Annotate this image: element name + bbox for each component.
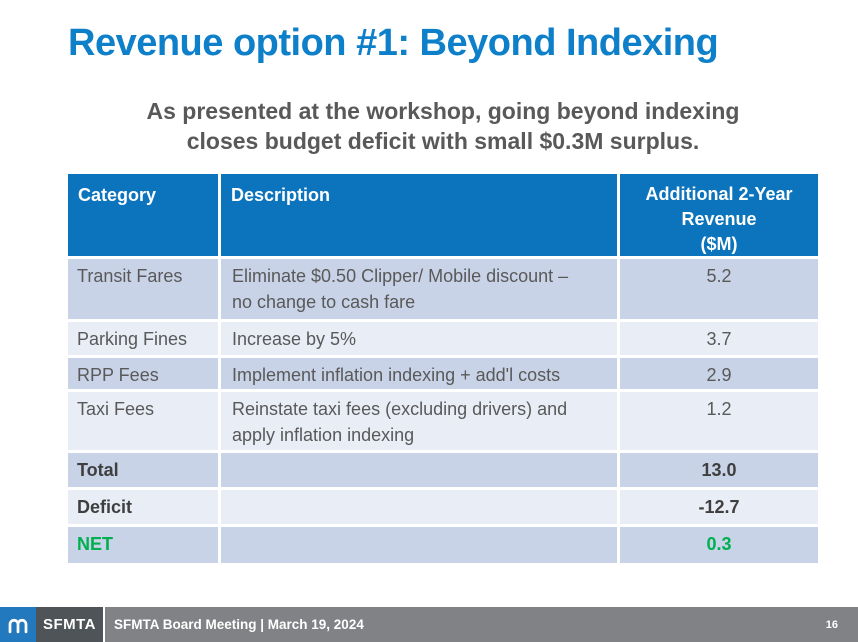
footer-brand-label: SFMTA [36, 607, 103, 642]
table-cell-value: 13.0 [620, 453, 818, 487]
column-header-description: Description [221, 174, 617, 256]
page-number: 16 [825, 618, 838, 631]
table-cell-category: RPP Fees [68, 358, 218, 389]
table-cell-category: NET [68, 527, 218, 563]
page-title: Revenue option #1: Beyond Indexing [68, 22, 719, 64]
table-cell-description: Eliminate $0.50 Clipper/ Mobile discount… [221, 259, 617, 319]
table-cell-category: Parking Fines [68, 322, 218, 355]
table-cell-category: Taxi Fees [68, 392, 218, 450]
table-cell-category: Transit Fares [68, 259, 218, 319]
revenue-table: Category Description Additional 2-Year R… [68, 174, 818, 563]
column-header-category: Category [68, 174, 218, 256]
table-cell-description [221, 527, 617, 563]
table-cell-description [221, 490, 617, 524]
table-cell-description: Increase by 5% [221, 322, 617, 355]
table-cell-description [221, 453, 617, 487]
table-cell-category: Deficit [68, 490, 218, 524]
footer-divider [103, 607, 105, 642]
subtitle-line-1: As presented at the workshop, going beyo… [146, 98, 740, 124]
table-cell-value: 1.2 [620, 392, 818, 450]
footer-caption: SFMTA Board Meeting | March 19, 2024 16 [105, 607, 858, 642]
table-cell-value: 3.7 [620, 322, 818, 355]
footer-caption-text: SFMTA Board Meeting | March 19, 2024 [114, 617, 364, 632]
table-cell-value: -12.7 [620, 490, 818, 524]
subtitle-line-2: closes budget deficit with small $0.3M s… [186, 128, 700, 154]
table-cell-description: Implement inflation indexing + add'l cos… [221, 358, 617, 389]
table-cell-category: Total [68, 453, 218, 487]
table-cell-description: Reinstate taxi fees (excluding drivers) … [221, 392, 617, 450]
table-cell-value: 2.9 [620, 358, 818, 389]
slide-subtitle: As presented at the workshop, going beyo… [68, 96, 818, 156]
footer-bar: SFMTA SFMTA Board Meeting | March 19, 20… [0, 607, 858, 642]
table-cell-value: 5.2 [620, 259, 818, 319]
column-header-revenue: Additional 2-Year Revenue ($M) [620, 174, 818, 256]
table-cell-value: 0.3 [620, 527, 818, 563]
sfmta-muni-logo-icon [0, 607, 36, 642]
